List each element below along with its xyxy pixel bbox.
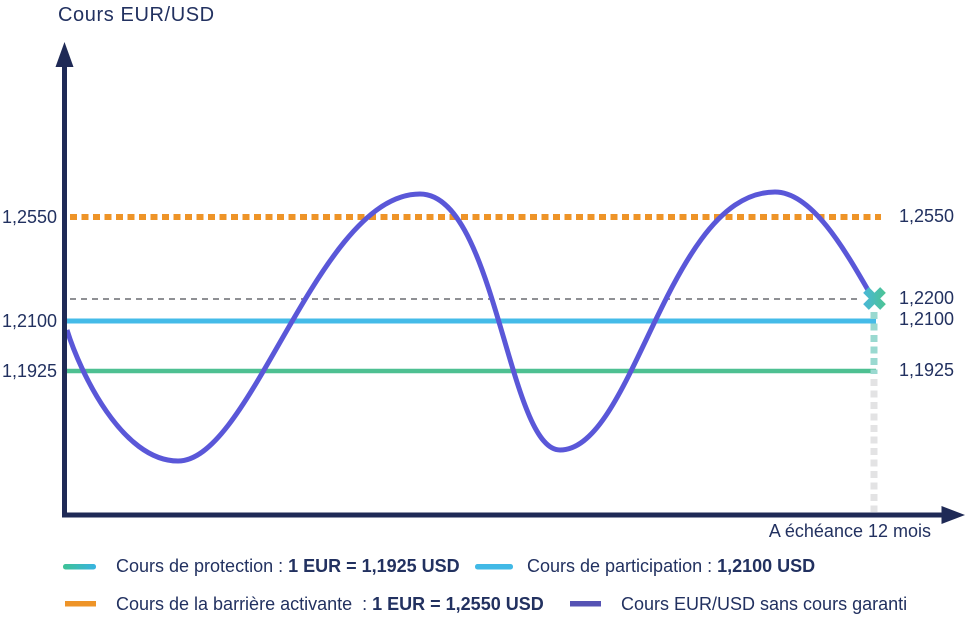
svg-text:1,2200: 1,2200 xyxy=(899,288,954,308)
svg-text:A échéance 12 mois: A échéance 12 mois xyxy=(769,521,931,541)
svg-text:1,1925: 1,1925 xyxy=(899,360,954,380)
svg-text:1,2550: 1,2550 xyxy=(2,207,57,227)
svg-text:Cours de protection : 1 EUR =: Cours de protection : 1 EUR = 1,1925 USD xyxy=(116,556,460,576)
svg-text:Cours de participation : 1,210: Cours de participation : 1,2100 USD xyxy=(527,556,815,576)
svg-text:Cours de la barrière activante: Cours de la barrière activante : 1 EUR =… xyxy=(116,594,544,614)
svg-text:Cours EUR/USD: Cours EUR/USD xyxy=(58,4,215,26)
svg-text:1,2100: 1,2100 xyxy=(2,311,57,331)
svg-text:1,1925: 1,1925 xyxy=(2,361,57,381)
svg-text:Cours EUR/USD sans cours garan: Cours EUR/USD sans cours garanti xyxy=(621,594,907,614)
svg-text:1,2550: 1,2550 xyxy=(899,206,954,226)
svg-text:1,2100: 1,2100 xyxy=(899,309,954,329)
